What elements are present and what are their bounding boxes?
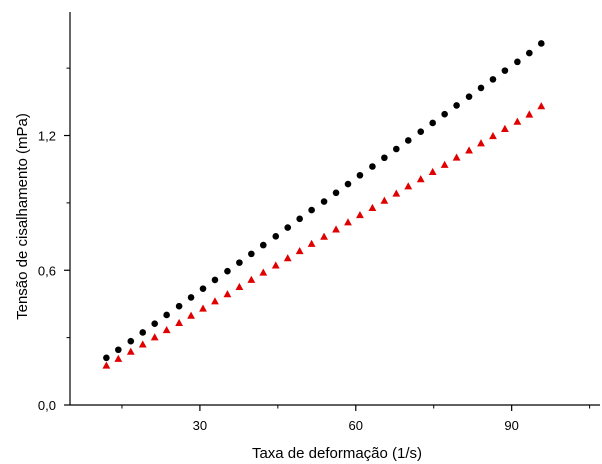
data-point (283, 254, 292, 262)
data-point (247, 275, 256, 283)
data-point (392, 189, 401, 197)
data-point (151, 320, 158, 328)
data-point (139, 329, 147, 336)
data-point (344, 218, 352, 226)
data-point (417, 128, 425, 135)
data-point (272, 233, 280, 240)
data-point (175, 318, 184, 326)
data-point (429, 119, 436, 127)
y-tick-label: 1,2 (38, 129, 56, 144)
data-point (248, 250, 255, 258)
data-point (501, 67, 509, 74)
data-point (211, 276, 219, 284)
data-point (368, 203, 377, 211)
data-point (404, 182, 413, 190)
data-point (127, 337, 135, 345)
data-point (126, 347, 135, 355)
data-point (307, 239, 316, 247)
data-point (489, 131, 497, 140)
data-point (259, 241, 267, 249)
data-point (114, 354, 123, 362)
data-point (163, 311, 170, 319)
data-point (102, 361, 111, 369)
data-point (332, 189, 340, 197)
data-point (380, 196, 389, 204)
data-point (296, 215, 303, 223)
plot-area: 30 60 90 0,0 0,6 1,2 (38, 12, 600, 433)
data-point (393, 145, 400, 153)
data-point (162, 326, 171, 334)
data-point (477, 84, 485, 92)
data-point (344, 180, 352, 188)
data-point (199, 285, 207, 292)
data-point (381, 154, 388, 162)
x-axis-title: Taxa de deformação (1/s) (252, 445, 422, 462)
data-point (138, 340, 147, 348)
data-point (332, 225, 340, 233)
x-tick-label: 90 (504, 418, 518, 433)
data-point (477, 139, 485, 147)
y-tick-label: 0,0 (38, 398, 56, 413)
data-point (211, 297, 219, 305)
data-point (440, 160, 449, 168)
series-layer (102, 40, 546, 369)
data-point (150, 333, 159, 341)
data-point (465, 93, 473, 100)
data-point (223, 290, 232, 298)
data-point (369, 163, 376, 170)
data-point (537, 40, 545, 47)
data-point (187, 311, 195, 319)
x-tick-label: 60 (349, 418, 363, 433)
data-point (284, 224, 292, 231)
data-point (526, 49, 533, 57)
data-point (356, 171, 364, 179)
data-point (514, 58, 521, 66)
data-point (525, 110, 534, 118)
data-point (224, 267, 231, 275)
data-point (115, 346, 122, 354)
data-point (489, 76, 497, 83)
axis-tick-labels: 30 60 90 0,0 0,6 1,2 (38, 129, 519, 433)
data-series-circle (103, 40, 545, 362)
data-point (452, 153, 461, 161)
data-point (175, 302, 183, 310)
x-tick-label: 30 (193, 418, 207, 433)
data-point (235, 282, 244, 291)
data-point (537, 102, 546, 110)
data-point (513, 117, 522, 125)
data-point (428, 167, 437, 176)
data-point (199, 304, 207, 312)
data-point (453, 102, 460, 109)
data-point (259, 268, 268, 276)
data-point (187, 294, 195, 301)
data-point (356, 211, 364, 219)
data-point (501, 124, 509, 132)
data-series-triangle (102, 102, 546, 369)
data-point (404, 137, 412, 144)
data-point (271, 261, 280, 269)
data-point (320, 232, 328, 240)
data-point (416, 175, 425, 183)
data-point (320, 198, 328, 205)
y-axis-title: Tensão de cisalhamento (mPa) (14, 113, 31, 320)
data-point (236, 259, 243, 266)
data-point (295, 246, 304, 255)
data-point (103, 354, 110, 362)
data-point (308, 206, 315, 214)
data-point (441, 110, 448, 118)
data-point (465, 146, 473, 154)
axis-ticks (64, 67, 591, 411)
y-tick-label: 0,6 (38, 263, 56, 278)
